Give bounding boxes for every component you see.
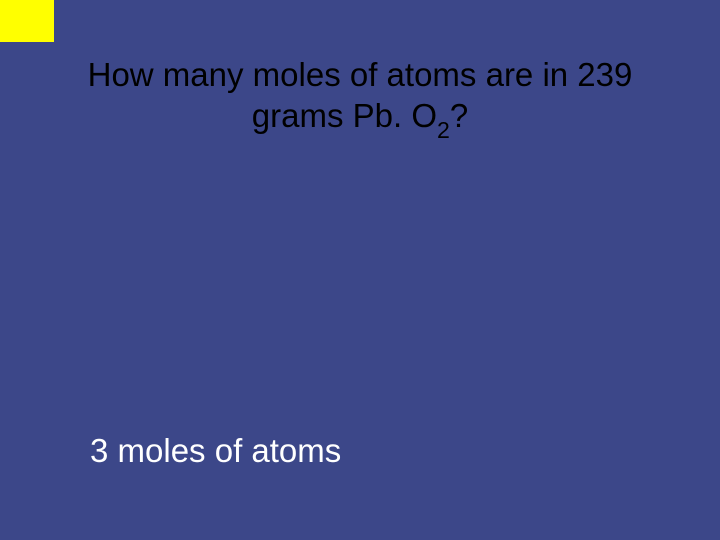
- question-subscript: 2: [437, 117, 450, 143]
- corner-accent-box: [0, 0, 54, 42]
- answer-text: 3 moles of atoms: [90, 432, 341, 470]
- question-text: How many moles of atoms are in 239 grams…: [0, 54, 720, 142]
- question-line-2: grams Pb. O2?: [0, 95, 720, 141]
- question-line-1: How many moles of atoms are in 239: [0, 54, 720, 95]
- question-line-2-pre: grams Pb. O: [252, 97, 437, 134]
- question-line-2-post: ?: [450, 97, 468, 134]
